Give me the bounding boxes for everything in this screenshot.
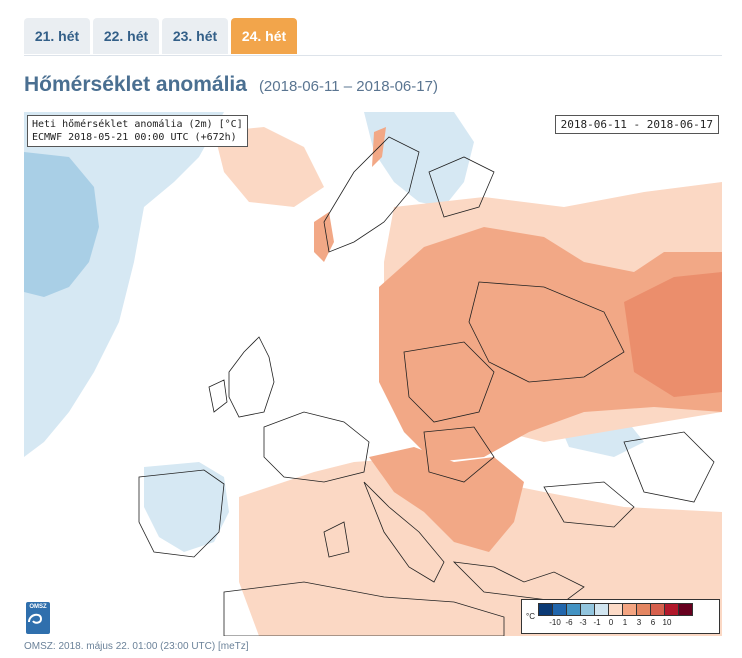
omsz-logo-swirl [28, 613, 43, 624]
map-info-title: Heti hőmérséklet anomália (2m) [°C] [32, 119, 243, 130]
tab-week-23[interactable]: 23. hét [162, 18, 228, 54]
color-legend: °C -10 -6 -3 -1 0 1 3 6 10 [521, 599, 720, 634]
legend-tick-label: -10 [549, 618, 561, 627]
legend-swatch [595, 604, 609, 615]
cold-area-scandinavia [364, 112, 474, 207]
legend-swatch [651, 604, 665, 615]
warm-area-norway [314, 127, 386, 262]
warm-area-light-north [214, 127, 324, 207]
week-tabs: 21. hét 22. hét 23. hét 24. hét [24, 18, 300, 54]
tab-divider [24, 55, 722, 56]
coastlines [138, 136, 715, 636]
warm-area-balkans [369, 447, 524, 552]
legend-tick-label: -1 [593, 618, 601, 627]
footer-timestamp: OMSZ: 2018. május 22. 01:00 (23:00 UTC) … [24, 641, 249, 652]
legend-swatch [581, 604, 595, 615]
legend-tick-labels: -10 -6 -3 -1 0 1 3 6 10 [538, 618, 718, 628]
warm-area-central-europe [379, 227, 722, 462]
legend-tick-label: -3 [579, 618, 587, 627]
anomaly-map: Heti hőmérséklet anomália (2m) [°C] ECMW… [24, 112, 722, 636]
legend-tick-label: -6 [565, 618, 573, 627]
legend-swatch [553, 604, 567, 615]
map-date-label: 2018-06-11 - 2018-06-17 [554, 115, 719, 134]
omsz-logo-text: OMSZ [29, 604, 47, 610]
legend-tick-label: 10 [662, 618, 672, 627]
omsz-logo: OMSZ [26, 602, 50, 634]
legend-swatch [637, 604, 651, 615]
page-date-range: (2018-06-11 – 2018-06-17) [258, 78, 438, 95]
map-info-model-run: ECMWF 2018-05-21 00:00 UTC (+672h) [32, 132, 237, 143]
warm-area-russia-strong [624, 272, 722, 397]
legend-swatch [665, 604, 679, 615]
tab-week-24[interactable]: 24. hét [231, 18, 297, 54]
legend-swatch [679, 604, 692, 615]
legend-swatch [623, 604, 637, 615]
legend-swatch [567, 604, 581, 615]
legend-tick-label: 1 [622, 618, 628, 627]
map-info-box: Heti hőmérséklet anomália (2m) [°C] ECMW… [27, 115, 248, 147]
page-heading: Hőmérséklet anomália (2018-06-11 – 2018-… [24, 73, 438, 97]
tab-week-21[interactable]: 21. hét [24, 18, 90, 54]
cold-area-greenland [24, 152, 99, 297]
page-title: Hőmérséklet anomália [24, 73, 247, 96]
legend-color-bar [538, 603, 693, 616]
legend-unit: °C [526, 612, 535, 621]
cold-area-iberia [144, 462, 229, 552]
legend-tick-label: 0 [608, 618, 614, 627]
tab-week-22[interactable]: 22. hét [93, 18, 159, 54]
legend-tick-label: 6 [650, 618, 656, 627]
legend-tick-label: 3 [636, 618, 642, 627]
map-canvas [24, 112, 722, 636]
legend-swatch [609, 604, 623, 615]
legend-swatch [539, 604, 553, 615]
